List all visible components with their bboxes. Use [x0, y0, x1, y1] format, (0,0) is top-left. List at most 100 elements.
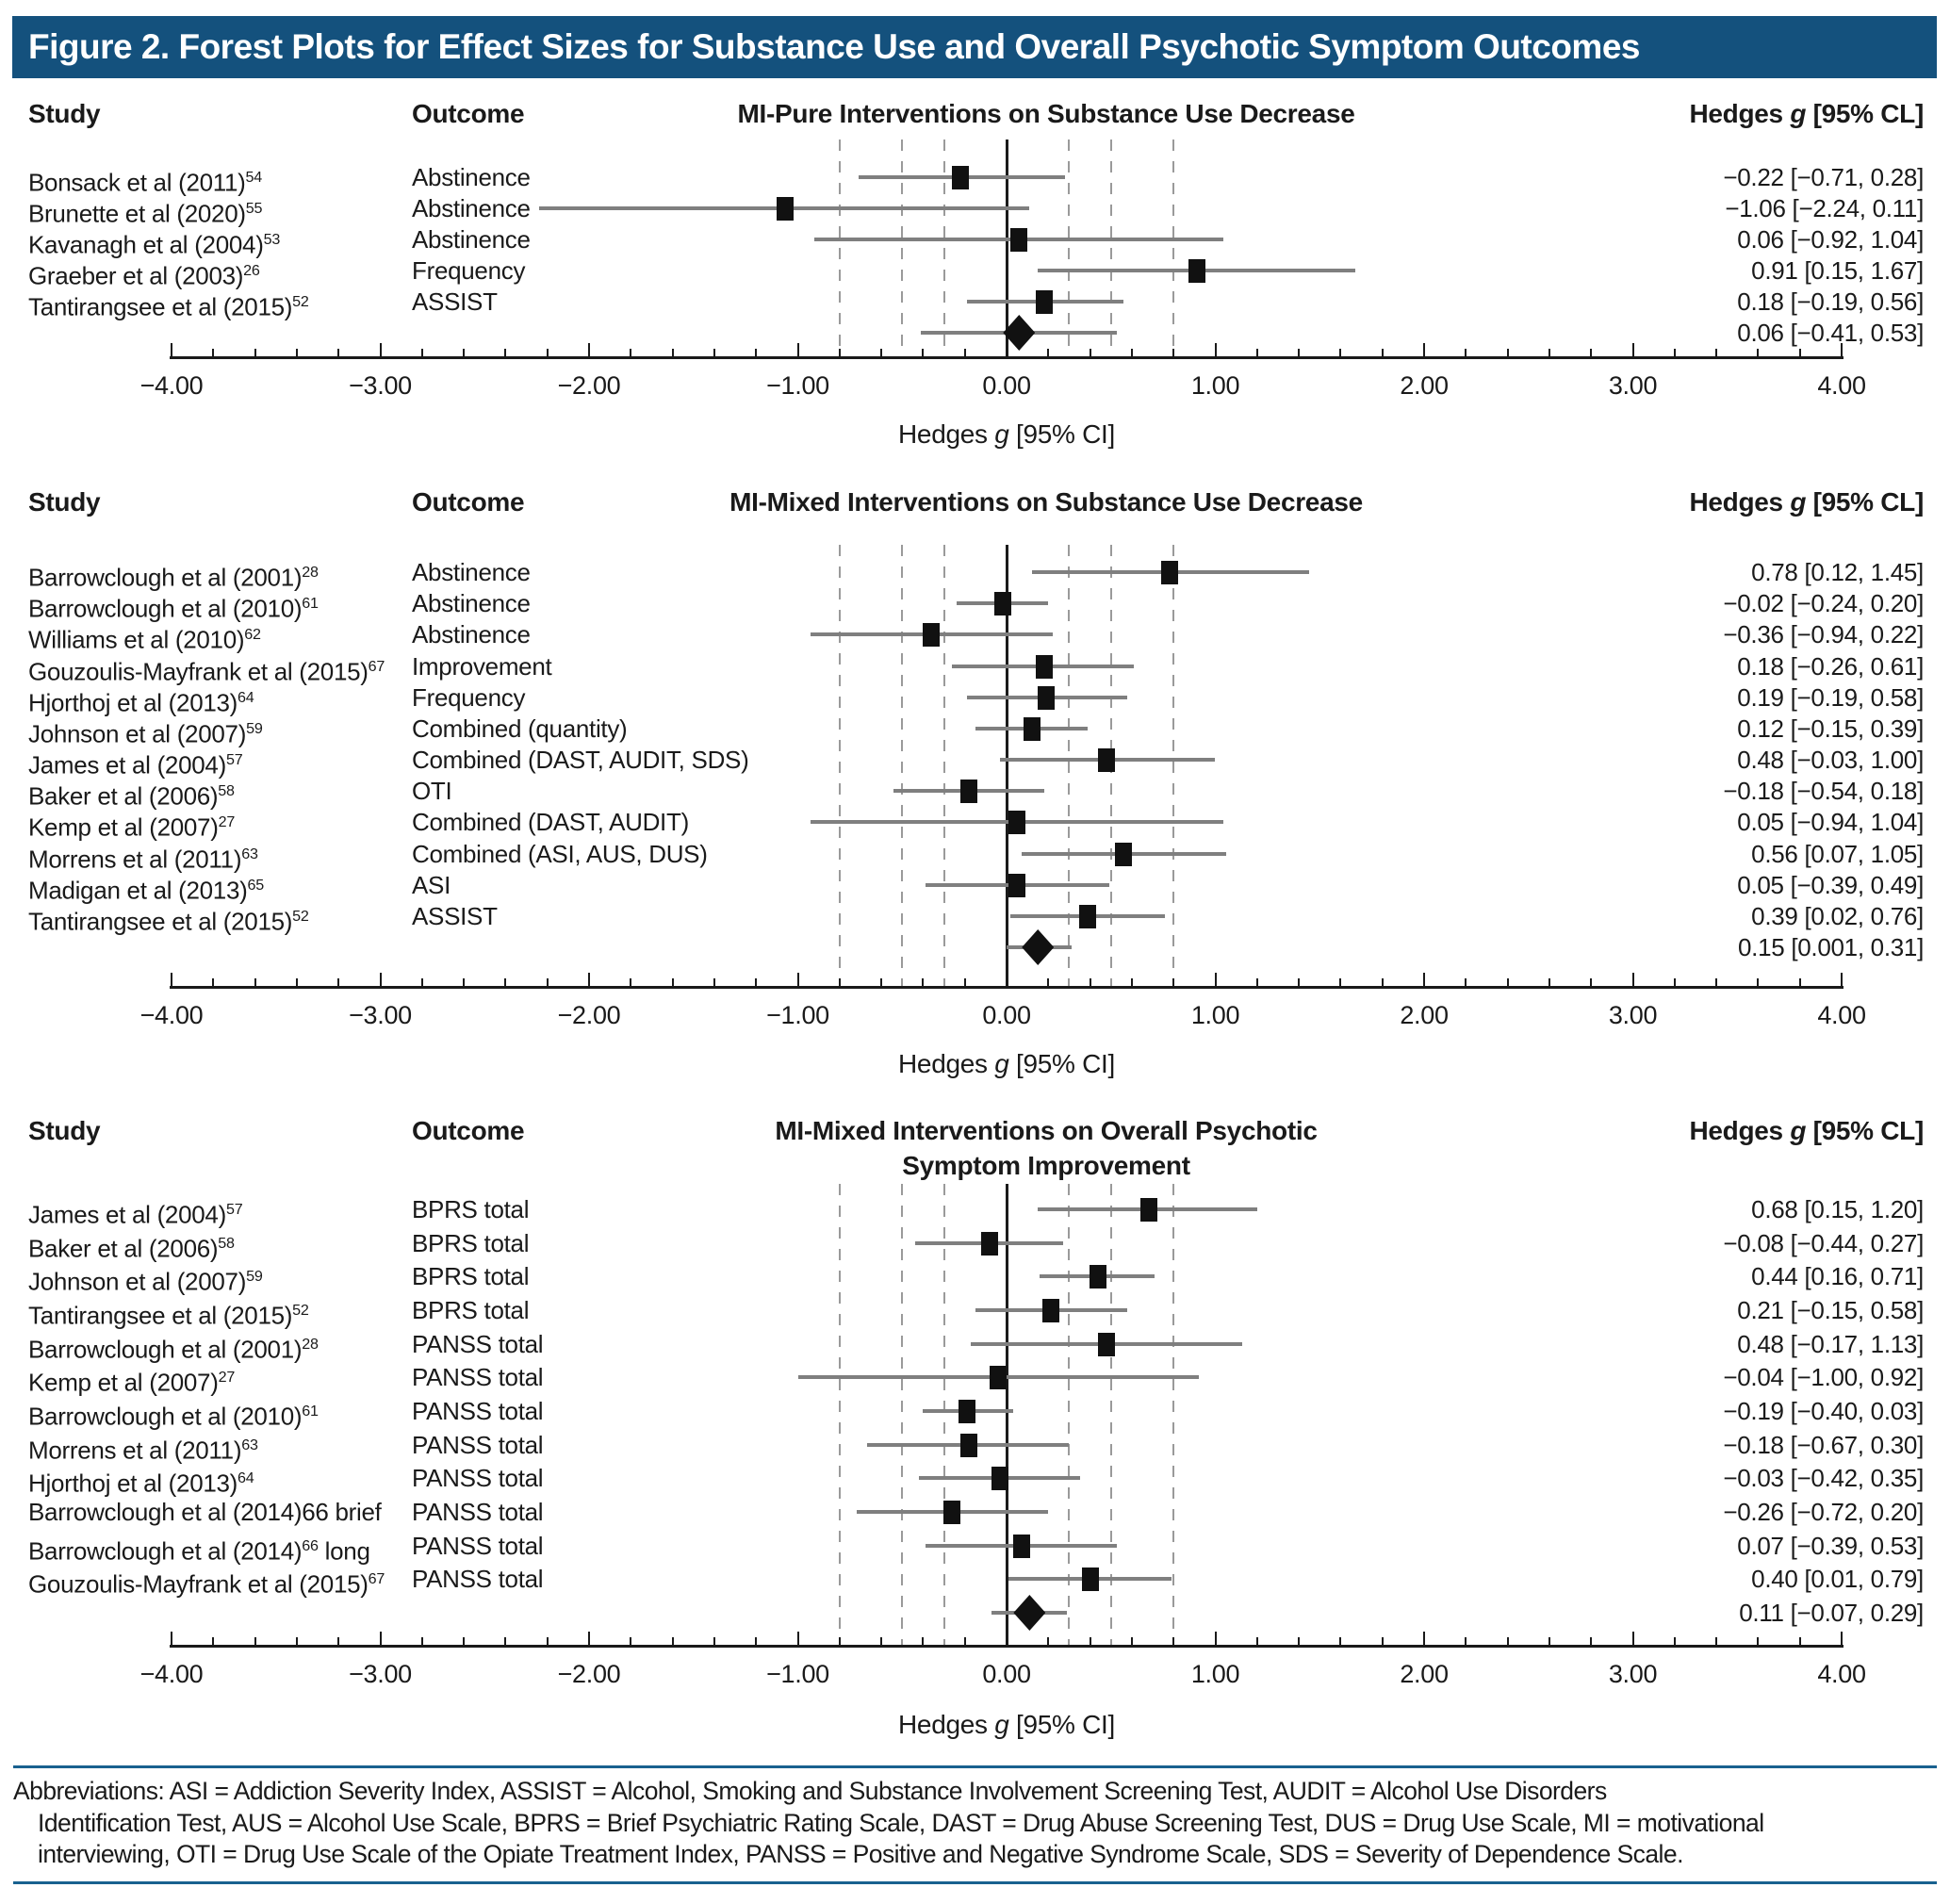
gridline-dashed — [1109, 1184, 1112, 1645]
effect-marker — [923, 623, 941, 648]
effect-marker — [1139, 1198, 1157, 1222]
effect-value: 0.15 [0.001, 0.31] — [1738, 933, 1924, 962]
x-axis-line — [170, 356, 1843, 359]
axis-tick — [1339, 349, 1342, 356]
zero-line — [1005, 545, 1008, 986]
study-label: Gouzoulis-Mayfrank et al (2015)67 — [28, 1570, 385, 1600]
figure-title: Figure 2. Forest Plots for Effect Sizes … — [28, 27, 1640, 66]
x-axis-line — [170, 1645, 1843, 1648]
axis-tick — [1006, 1632, 1008, 1645]
axis-tick — [1214, 1632, 1217, 1645]
study-label: Madigan et al (2013)65 — [28, 876, 265, 905]
axis-tick — [1089, 978, 1091, 986]
x-axis-title: Hedges g [95% CI] — [898, 1710, 1115, 1739]
outcome-label: Frequency — [412, 682, 526, 712]
gridline-dashed — [838, 1184, 841, 1645]
axis-tick-label: 1.00 — [1190, 1660, 1240, 1688]
forest-row: Barrowclough et al (2010)61 PANSS total −0… — [0, 1396, 1950, 1431]
axis-tick-label: −1.00 — [766, 1660, 829, 1688]
axis-tick — [546, 978, 549, 986]
axis-tick — [1465, 349, 1467, 356]
outcome-label: Combined (DAST, AUDIT) — [412, 808, 689, 837]
x-axis-line — [170, 986, 1843, 989]
axis-tick — [1423, 1632, 1425, 1645]
column-header-outcome: Outcome — [412, 1116, 525, 1145]
effect-marker — [1035, 290, 1053, 314]
axis-tick — [1089, 1637, 1091, 1645]
effect-marker — [1008, 873, 1026, 897]
axis-tick — [1715, 978, 1718, 986]
axis-tick — [546, 1637, 549, 1645]
effect-marker — [990, 1366, 1008, 1390]
forest-row: Morrens et al (2011)63 PANSS total −0.18 [… — [0, 1430, 1950, 1465]
axis-tick — [171, 973, 172, 986]
outcome-label: PANSS total — [412, 1498, 544, 1527]
axis-tick — [588, 1632, 590, 1645]
axis-tick — [755, 349, 758, 356]
forest-row: James et al (2004)57 Combined (DAST, AUDI… — [0, 745, 1950, 780]
effect-value: −0.08 [−0.44, 0.27] — [1723, 1228, 1924, 1257]
axis-tick — [922, 349, 925, 356]
effect-value: −0.22 [−0.71, 0.28] — [1723, 163, 1924, 191]
outcome-label: Abstinence — [412, 163, 531, 191]
outcome-label: PANSS total — [412, 1430, 544, 1459]
outcome-label: OTI — [412, 777, 452, 806]
effect-marker — [960, 1433, 978, 1457]
axis-tick — [880, 978, 883, 986]
axis-tick — [337, 1637, 340, 1645]
axis-tick — [337, 349, 340, 356]
forest-row: Barrowclough et al (2014)66 brief PANSS t… — [0, 1497, 1950, 1527]
axis-tick — [1381, 978, 1384, 986]
axis-tick — [1590, 349, 1593, 356]
axis-tick — [880, 1637, 883, 1645]
gridline-dashed — [901, 1184, 904, 1645]
outcome-label: Improvement — [412, 651, 552, 681]
plot-area-mi-pure: Bonsack et al (2011)54 Abstinence −0.22 [−… — [0, 140, 1950, 356]
gridline-dashed — [942, 1184, 945, 1645]
axis-tick — [1798, 978, 1801, 986]
axis-tick — [1757, 978, 1760, 986]
axis-tick — [671, 1637, 674, 1645]
outcome-label: Abstinence — [412, 620, 531, 649]
effect-value: 0.06 [−0.41, 0.53] — [1737, 319, 1924, 347]
column-header-effect: Hedges g [95% CL] — [1689, 99, 1924, 128]
abbreviations-line-1: Abbreviations: ASI = Addiction Severity … — [13, 1777, 1607, 1805]
effect-value: 0.05 [−0.39, 0.49] — [1737, 870, 1924, 899]
axis-tick — [1214, 973, 1217, 986]
axis-tick — [1506, 978, 1509, 986]
axis-tick-label: 4.00 — [1817, 371, 1866, 400]
axis-tick-label: 1.00 — [1190, 1001, 1240, 1029]
forest-row: Baker et al (2006)58 BPRS total −0.08 [−0.… — [0, 1228, 1950, 1263]
axis-tick — [1590, 978, 1593, 986]
column-header-outcome: Outcome — [412, 487, 525, 517]
axis-tick — [1548, 1637, 1550, 1645]
axis-tick — [463, 1637, 466, 1645]
axis-tick — [1841, 343, 1843, 356]
divider-rule-bottom — [13, 1881, 1937, 1884]
effect-marker — [1098, 1332, 1116, 1356]
axis-tick — [963, 1637, 966, 1645]
effect-value: −0.18 [−0.54, 0.18] — [1723, 777, 1924, 806]
forest-row: Kemp et al (2007)27 Combined (DAST, AUDIT… — [0, 807, 1950, 842]
divider-rule-top — [13, 1765, 1937, 1768]
axis-tick — [713, 978, 715, 986]
effect-value: 0.18 [−0.19, 0.56] — [1737, 287, 1924, 316]
effect-value: 0.18 [−0.26, 0.61] — [1737, 651, 1924, 681]
outcome-label: Abstinence — [412, 589, 531, 618]
gridline-dashed — [942, 545, 945, 986]
axis-tick — [504, 349, 507, 356]
column-header-outcome: Outcome — [412, 99, 525, 128]
effect-marker — [1079, 904, 1097, 928]
outcome-label: PANSS total — [412, 1531, 544, 1560]
study-label: James et al (2004)57 — [28, 750, 243, 780]
axis-tick — [1255, 349, 1258, 356]
axis-tick — [254, 349, 256, 356]
axis-tick — [1673, 1637, 1676, 1645]
gridline-dashed — [1109, 140, 1112, 356]
outcome-label: Frequency — [412, 256, 526, 285]
zero-line — [1005, 140, 1008, 356]
gridline-dashed — [1068, 1184, 1071, 1645]
axis-tick — [838, 349, 841, 356]
study-label: Kemp et al (2007)27 — [28, 1369, 236, 1397]
axis-tick — [1465, 1637, 1467, 1645]
